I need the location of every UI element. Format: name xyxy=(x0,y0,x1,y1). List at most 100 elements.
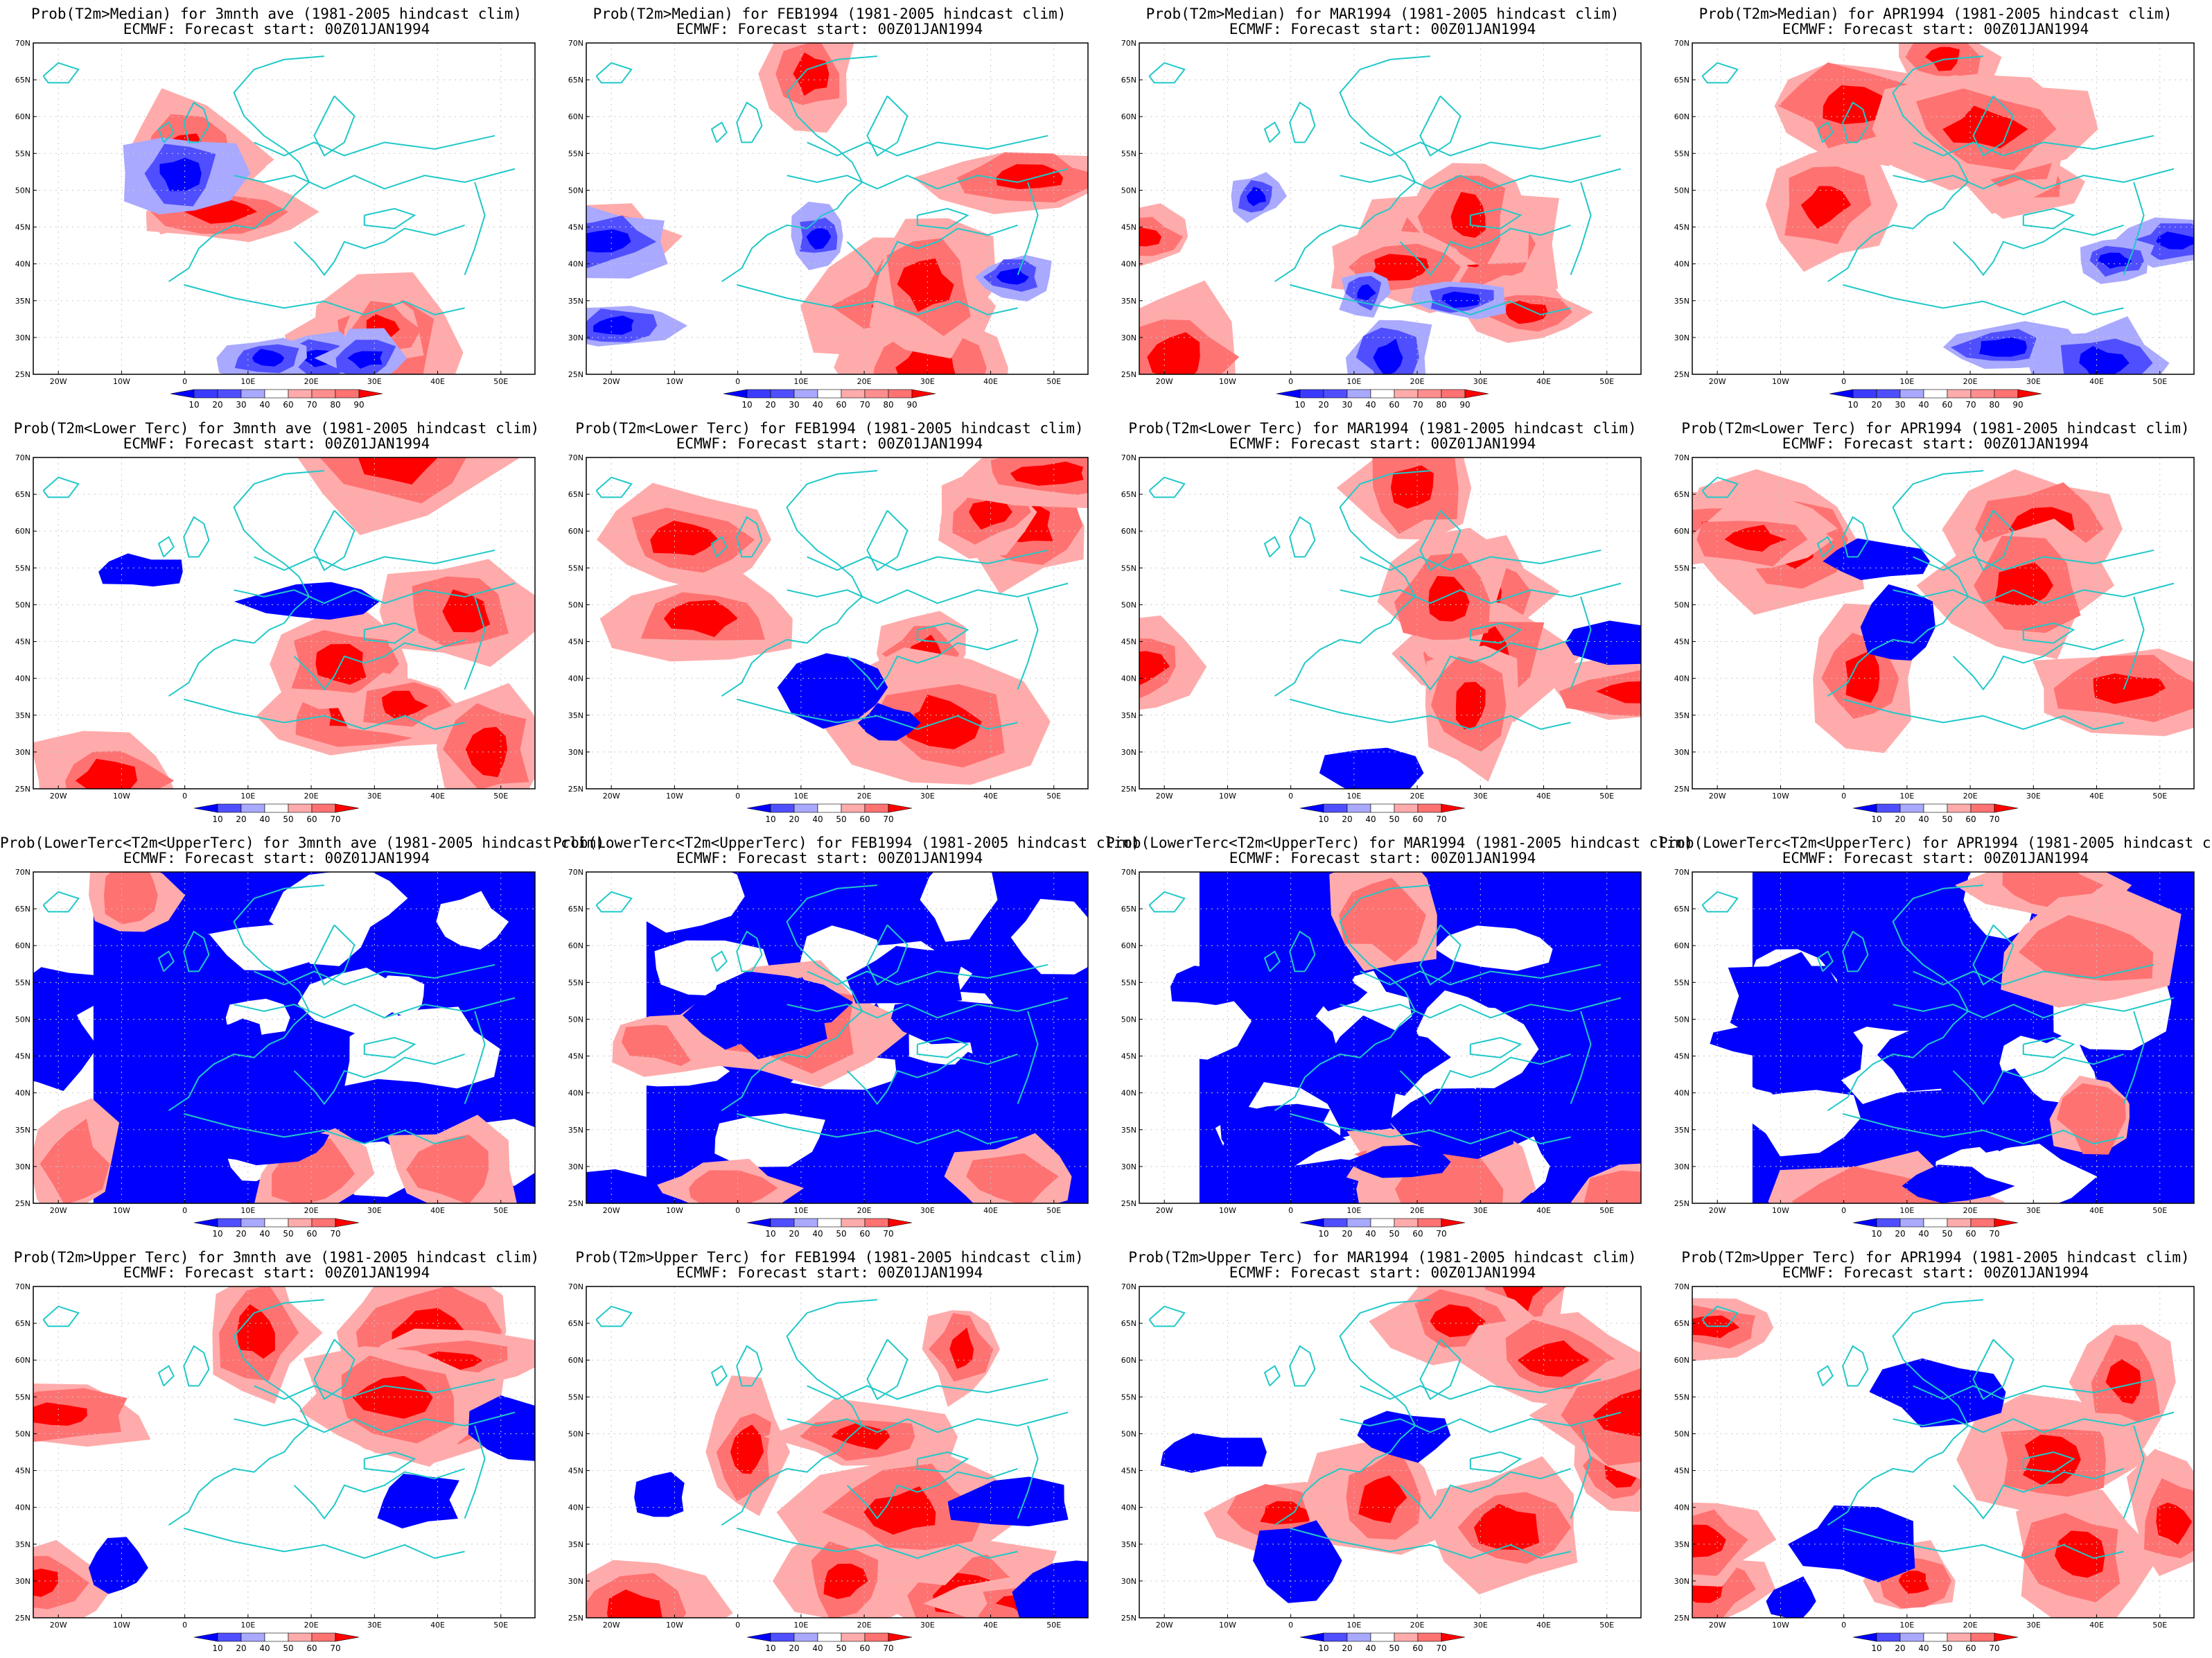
lon-label: 10E xyxy=(1346,1621,1361,1629)
forecast-map: 70N 65N 60N 55N 50N 45N 40N 35N 30N 25N 20W 10W 0 10E… xyxy=(1121,868,1642,1214)
colorbar-swatch xyxy=(1970,389,1995,399)
map-frame xyxy=(1139,42,1642,375)
probability-field xyxy=(1898,1571,1929,1594)
lon-label: 40E xyxy=(1536,1206,1551,1214)
lon-label: 40E xyxy=(1536,377,1551,385)
lat-label: 70N xyxy=(568,868,583,877)
lon-label: 50E xyxy=(2152,1206,2167,1214)
lon-label: 40E xyxy=(430,1621,445,1629)
colorbar-label: 40 xyxy=(1918,1229,1929,1239)
map-panel: Prob(LowerTerc<T2m<UpperTerc) for MAR199… xyxy=(1106,829,1693,1244)
panel-title: Prob(T2m>Median) for MAR1994 (1981-2005 … xyxy=(1146,6,1620,22)
lat-label: 35N xyxy=(1121,1126,1136,1135)
lon-label: 0 xyxy=(735,792,740,800)
lat-label: 25N xyxy=(568,785,583,794)
probability-field xyxy=(88,1537,148,1594)
probability-field xyxy=(663,600,739,638)
colorbar-swatch xyxy=(1970,1632,1995,1642)
coastline xyxy=(1827,55,1983,283)
probability-field xyxy=(1010,461,1084,486)
colorbar-label: 40 xyxy=(1365,1643,1376,1653)
lon-label: 20E xyxy=(1410,792,1425,800)
lat-label: 70N xyxy=(15,868,30,877)
lat-label: 55N xyxy=(15,564,30,573)
forecast-map: 70N 65N 60N 55N 50N 45N 40N 35N 30N 25N 20W 10W 0 10E… xyxy=(15,453,536,800)
probability-field xyxy=(920,872,998,942)
lon-label: 40E xyxy=(983,792,998,800)
colorbar: 10 20 40 50 60 70 xyxy=(1299,1218,1466,1239)
probability-field xyxy=(2156,1502,2193,1545)
coastline xyxy=(363,1036,416,1058)
lat-label: 55N xyxy=(568,149,583,158)
probability-field xyxy=(1430,1304,1486,1338)
probability-field xyxy=(1229,1124,1288,1174)
probability-field xyxy=(823,1563,868,1599)
coastline xyxy=(1340,1411,1622,1433)
coastline xyxy=(1913,134,2154,157)
lat-label: 60N xyxy=(15,1356,30,1365)
map-frame xyxy=(33,457,536,789)
colorbar-label: 50 xyxy=(836,1643,846,1653)
lat-label: 45N xyxy=(15,1467,30,1476)
probability-field xyxy=(2098,252,2132,269)
lon-label: 50E xyxy=(493,792,508,800)
lat-label: 45N xyxy=(568,638,583,647)
coastline xyxy=(1701,1305,1739,1327)
forecast-map: 70N 65N 60N 55N 50N 45N 40N 35N 30N 25N 20W 10W 0 10E… xyxy=(1674,453,2195,800)
colorbar-label: 40 xyxy=(1365,1229,1376,1239)
probability-field xyxy=(33,994,98,1091)
coastline xyxy=(1419,1338,1462,1400)
probability-field xyxy=(33,967,99,1016)
lon-label: 50E xyxy=(1599,1206,1614,1214)
probability-field xyxy=(1596,681,1641,704)
coastline xyxy=(1399,1053,1571,1106)
lon-label: 20E xyxy=(857,377,872,385)
colorbar-swatch xyxy=(793,389,818,399)
lat-label: 40N xyxy=(1121,674,1136,683)
lat-label: 25N xyxy=(15,1614,30,1623)
colorbar-label: 70 xyxy=(1989,1643,1999,1653)
lat-label: 40N xyxy=(568,1503,583,1512)
coastline xyxy=(1827,1299,1983,1526)
lat-label: 70N xyxy=(15,39,30,48)
lon-label: 40E xyxy=(2089,792,2104,800)
colorbar-swatch xyxy=(1829,389,1854,399)
lat-label: 45N xyxy=(1674,1467,1689,1476)
lat-label: 40N xyxy=(15,260,30,269)
panel-subtitle: ECMWF: Forecast start: 00Z01JAN1994 xyxy=(676,850,983,866)
colorbar-swatch xyxy=(864,1632,889,1642)
lat-label: 40N xyxy=(15,1503,30,1512)
coastline xyxy=(807,549,1048,571)
colorbar-swatch xyxy=(217,1218,242,1228)
coastline xyxy=(846,638,1018,691)
lat-label: 45N xyxy=(1674,638,1689,647)
coastline xyxy=(254,134,495,157)
panel-subtitle: ECMWF: Forecast start: 00Z01JAN1994 xyxy=(1782,21,2089,37)
map-frame xyxy=(586,42,1089,375)
probability-field xyxy=(465,726,508,778)
coastline xyxy=(721,55,877,283)
coastline xyxy=(736,930,763,972)
probability-field xyxy=(593,315,634,335)
colorbar-swatch xyxy=(1994,1632,2019,1642)
colorbar-swatch xyxy=(193,389,218,399)
lat-label: 45N xyxy=(1674,1052,1689,1061)
colorbar-label: 20 xyxy=(236,814,246,824)
colorbar-label: 10 xyxy=(1294,400,1305,410)
lon-label: 20W xyxy=(50,1206,67,1214)
lat-label: 65N xyxy=(1674,76,1689,85)
lat-label: 40N xyxy=(1121,260,1136,269)
lat-label: 40N xyxy=(15,1089,30,1098)
panel-title: Prob(T2m>Upper Terc) for FEB1994 (1981-2… xyxy=(575,1249,1084,1266)
colorbar: 10 20 40 50 60 70 xyxy=(193,803,360,824)
probability-field xyxy=(966,1153,1059,1203)
probability-field xyxy=(1455,681,1486,730)
lon-label: 0 xyxy=(1841,1621,1846,1629)
colorbar-label: 40 xyxy=(1365,400,1376,410)
lat-label: 35N xyxy=(15,1126,30,1135)
coastline xyxy=(1842,698,2124,731)
coastline xyxy=(595,1305,633,1327)
lat-label: 30N xyxy=(1674,1162,1689,1171)
lon-label: 20E xyxy=(1410,1621,1425,1629)
lat-label: 65N xyxy=(1674,490,1689,499)
